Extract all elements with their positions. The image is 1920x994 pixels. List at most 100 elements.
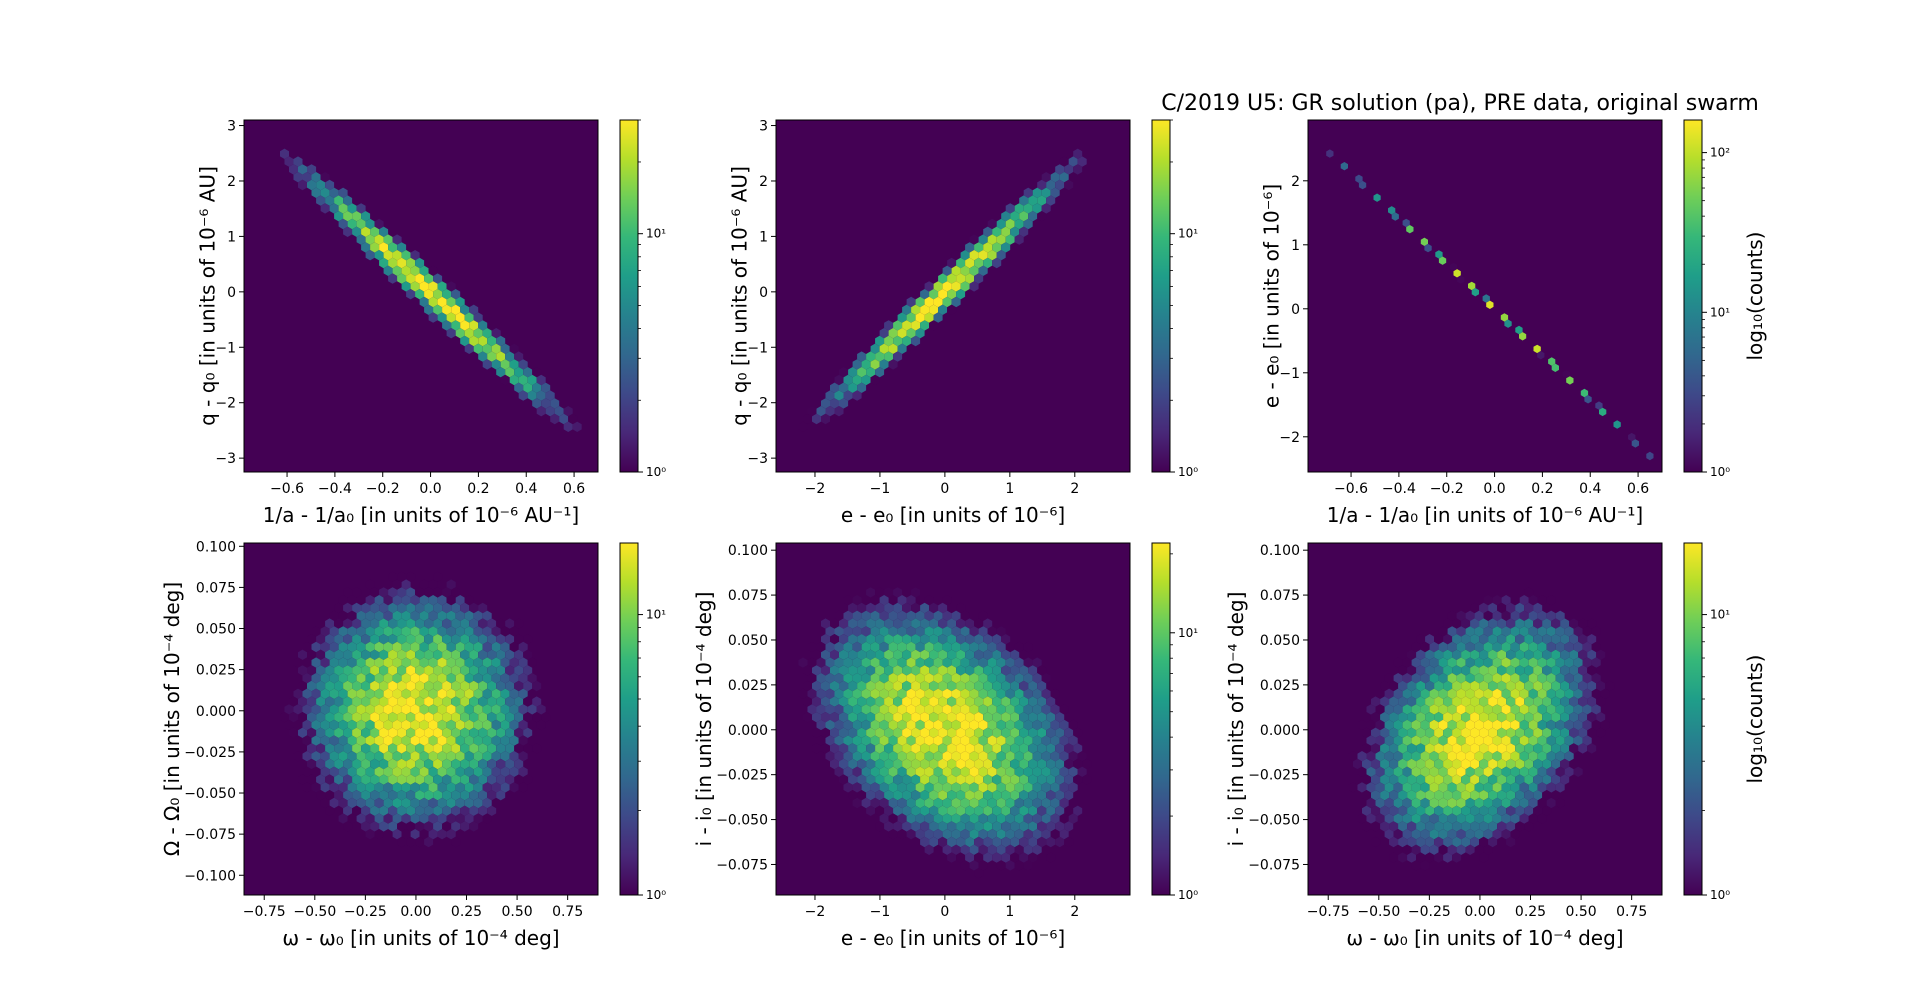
hexbin-cell [392, 610, 402, 621]
hexbin-cell [473, 343, 483, 354]
hexbin-cell [505, 665, 515, 676]
hexbin-cell [1438, 657, 1448, 668]
hexbin-cell [496, 680, 506, 692]
hexbin-cell [473, 312, 483, 323]
hexbin-cell [929, 665, 939, 676]
hexbin-cell [1533, 805, 1543, 816]
hexbin-cell [879, 610, 889, 621]
hexbin-cell [311, 641, 321, 653]
hexbin-cell [1447, 626, 1457, 637]
hexbin-cell [1037, 774, 1047, 785]
hexbin-cell [491, 735, 501, 746]
hexbin-cell [523, 743, 533, 754]
hexbin-cell [969, 688, 979, 699]
hexbin-cell [1497, 821, 1507, 832]
hexbin-cell [1425, 852, 1435, 863]
hexbin-cell [1587, 618, 1597, 629]
hexbin-cell [1014, 813, 1024, 824]
hexbin-cell [1564, 719, 1574, 731]
hexbin-cell [1452, 821, 1462, 832]
hexbin-cell [370, 587, 380, 598]
hexbin-cell [996, 735, 1006, 746]
hexbin-cell [545, 390, 555, 401]
hexbin-cell [821, 618, 830, 629]
hexbin-cell [451, 727, 461, 738]
hexbin-cell [1578, 712, 1588, 723]
hexbin-cell [996, 797, 1006, 809]
hexbin-cell [437, 657, 447, 668]
hexbin-cell [897, 610, 907, 621]
hexbin-cell [992, 257, 1002, 269]
hexbin-cell [356, 688, 366, 699]
hexbin-cell [365, 766, 375, 777]
hexbin-cell [897, 688, 907, 699]
hexbin-cell [446, 766, 456, 777]
hexbin-cell [1456, 704, 1466, 715]
hexbin-cell [1506, 618, 1516, 629]
hexbin-cell [1465, 813, 1475, 824]
hexbin-cell [1447, 719, 1457, 731]
hexbin-cell [857, 696, 867, 707]
x-tick-label: 0.0 [419, 481, 441, 497]
hexbin-cell [1488, 696, 1498, 707]
hexbin-cell [356, 735, 366, 746]
hexbin-cell [866, 618, 876, 629]
hexbin-cell [293, 751, 303, 762]
hexbin-cell [1492, 595, 1502, 606]
figure-title: C/2019 U5: GR solution (pa), PRE data, o… [1161, 91, 1759, 116]
hexbin-cell [370, 774, 380, 785]
hexbin-cell [320, 626, 330, 637]
hexbin-cell [1429, 797, 1439, 809]
hexbin-cell [500, 766, 510, 777]
hexbin-cell [1001, 805, 1011, 816]
hexbin-cell [951, 735, 961, 746]
hexbin-cell [536, 406, 546, 417]
hexbin-cell [1456, 626, 1466, 637]
hexbin-cell [1483, 595, 1493, 606]
hexbin-cell [1032, 813, 1042, 824]
hexbin-cell [839, 618, 849, 629]
hexbin-cell [1461, 665, 1471, 676]
hexbin-cell [947, 805, 957, 816]
hexbin-cell [455, 797, 465, 809]
hexbin-cell [428, 296, 438, 308]
hexbin-cell [379, 758, 389, 770]
hexbin-cell [929, 634, 939, 645]
hexbin-cell [920, 727, 930, 738]
hexbin-cell [933, 751, 943, 762]
hexbin-cell [1068, 719, 1078, 731]
hexbin-cell [1340, 162, 1348, 171]
hexbin-cell [978, 735, 988, 746]
hexbin-cell [1010, 649, 1020, 660]
hexbin-cell [478, 351, 488, 362]
hexbin-cell [1077, 751, 1087, 762]
hexbin-cell [983, 680, 993, 692]
hexbin-cell [410, 719, 420, 731]
hexbin-cell [1546, 719, 1556, 731]
hexbin-cell [473, 797, 483, 809]
hexbin-cell [1010, 680, 1020, 692]
hexbin-cell [397, 602, 407, 614]
hexbin-cell [1375, 797, 1385, 809]
hexbin-cell [478, 712, 488, 723]
x-tick-label: −0.4 [1382, 481, 1416, 497]
hexbin-cell [410, 688, 420, 699]
hexbin-cell [505, 743, 515, 754]
hexbin-cell [1470, 665, 1480, 676]
hexbin-cell [1438, 626, 1448, 637]
hexbin-cell [388, 774, 398, 785]
hexbin-cell [1425, 805, 1435, 816]
hexbin-cell [1461, 634, 1471, 645]
hexbin-cell [1393, 782, 1403, 793]
hexbin-cell [1533, 743, 1543, 754]
axes-frame [1307, 542, 1663, 896]
hexbin-cell [293, 688, 303, 699]
x-tick-label: 0.2 [467, 481, 489, 497]
hexbin-cell [1037, 758, 1047, 770]
hexbin-cell [1429, 751, 1439, 762]
hexbin-cell [1551, 665, 1561, 676]
hexbin-cell [857, 743, 867, 754]
hexbin-cell [1492, 782, 1502, 793]
hexbin-cell [978, 844, 988, 855]
hexbin-cell [825, 641, 835, 653]
